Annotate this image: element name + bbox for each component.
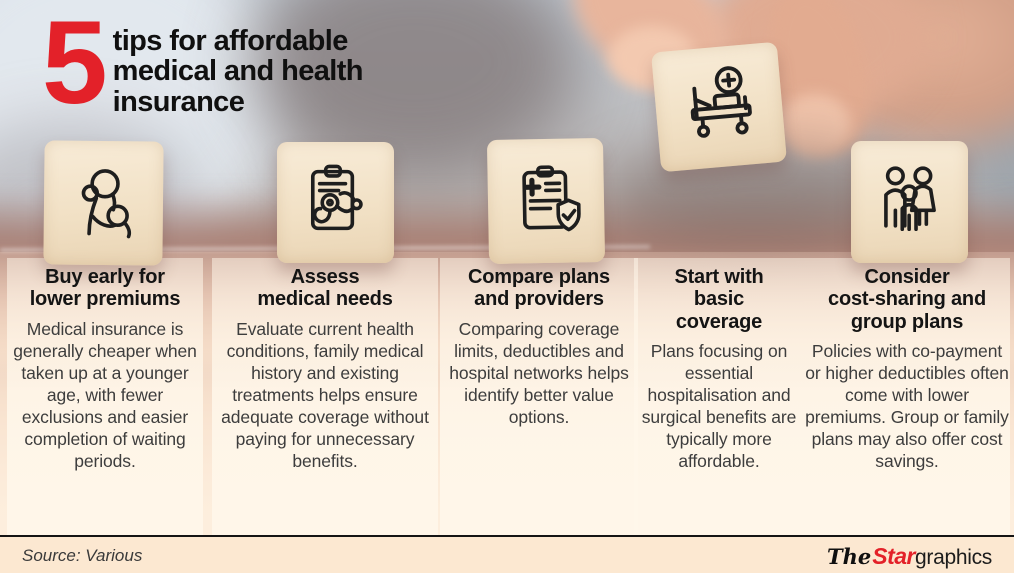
wood-block-1: [43, 140, 164, 266]
headline-line-1: tips for affordable: [112, 25, 349, 57]
headline: 5 tips for affordable medical and health…: [42, 0, 364, 129]
tip-5-heading-line: Consider: [864, 266, 950, 288]
tip-4-heading-line: coverage: [675, 310, 763, 333]
tip-3-heading: Compare plans and providers: [440, 266, 638, 311]
tip-3-heading-line: and providers: [474, 288, 604, 311]
wood-block-5: [851, 141, 968, 263]
logo-the: The: [827, 544, 872, 569]
tip-5-heading-line: cost-sharing and: [828, 288, 986, 311]
tip-panel-5: [804, 258, 1010, 537]
tip-column-2: Assess medical needs Evaluate current he…: [212, 266, 438, 472]
wood-block-2: [277, 142, 394, 263]
tip-panel-1: [7, 258, 203, 537]
tip-column-5: Consider cost-sharing and group plans Po…: [804, 266, 1010, 472]
tip-3-body: Comparing coverage limits, deductibles a…: [449, 318, 629, 427]
thumbtip-photo: [779, 94, 851, 158]
family-icon: [867, 157, 953, 248]
tip-column-1: Buy early for lower premiums Medical ins…: [7, 266, 203, 472]
tip-column-4: Start with basic coverage Plans focusing…: [634, 266, 804, 472]
tip-4-heading-line: basic: [693, 288, 745, 311]
the-star-graphics-logo: The Star graphics: [827, 543, 992, 570]
mother-and-baby-icon: [60, 157, 147, 249]
hospital-bed-icon: [669, 55, 769, 160]
logo-graphics: graphics: [915, 546, 992, 569]
tip-panel-4: [634, 258, 804, 537]
tip-4-heading-line: Start with: [674, 266, 764, 288]
source-credit: Source: Various: [22, 546, 143, 565]
tip-1-heading-line: Buy early for: [45, 266, 165, 288]
tip-column-3: Compare plans and providers Comparing co…: [440, 266, 638, 428]
tip-1-heading: Buy early for lower premiums: [7, 266, 203, 311]
headline-line-2: medical and health: [112, 55, 364, 88]
headline-number: 5: [42, 0, 108, 129]
tip-panel-2: [212, 258, 438, 537]
insurance-plan-shield-icon: [502, 155, 590, 247]
tip-panel-3: [440, 258, 638, 537]
wood-block-3: [486, 137, 606, 265]
tip-2-heading-line: medical needs: [257, 288, 393, 311]
medical-checklist-stethoscope-icon: [293, 157, 379, 248]
tip-4-heading: Start with basic coverage: [634, 266, 804, 333]
tip-2-heading-line: Assess: [290, 266, 360, 288]
footer-bar: Source: Various The Star graphics: [0, 535, 1014, 573]
tip-1-heading-line: lower premiums: [29, 288, 181, 311]
tip-3-heading-line: Compare plans: [468, 266, 610, 288]
tip-5-body: Policies with co-payment or higher deduc…: [805, 341, 1009, 472]
tip-2-body: Evaluate current health conditions, fami…: [221, 318, 429, 472]
logo-star: Star: [872, 543, 916, 569]
tip-2-heading: Assess medical needs: [212, 266, 438, 311]
tip-5-heading-line: group plans: [850, 310, 964, 333]
tip-5-heading: Consider cost-sharing and group plans: [804, 266, 1010, 333]
wood-block-4: [651, 41, 787, 173]
headline-text: tips for affordable medical and health i…: [112, 16, 364, 118]
tip-4-body: Plans focusing on essential hospitalisat…: [641, 341, 797, 472]
headline-line-3: insurance: [112, 85, 245, 118]
tip-1-body: Medical insurance is generally cheaper w…: [13, 318, 197, 472]
